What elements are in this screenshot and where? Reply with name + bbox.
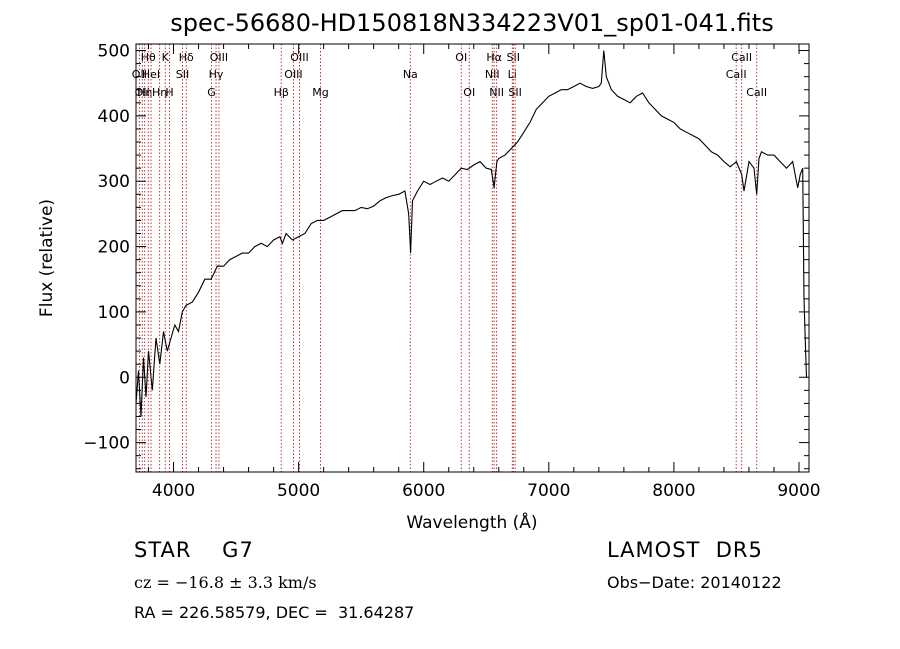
x-tick-label-4: 8000 bbox=[652, 481, 695, 501]
line-label-12: OIII bbox=[210, 51, 228, 64]
redshift-label: cz = −16.8 ± 3.3 km/s bbox=[134, 573, 317, 592]
axis-ticks: 4000 5000 6000 7000 8000 9000 −100 0 100 200 300 40… bbox=[83, 42, 820, 501]
line-label-8: SII bbox=[176, 68, 189, 81]
line-label-4: HeI bbox=[142, 68, 160, 81]
x-tick-label-1: 5000 bbox=[277, 481, 320, 501]
line-label-14: OIII bbox=[284, 68, 302, 81]
line-label-24: SII bbox=[507, 51, 520, 64]
survey-label: LAMOST DR5 bbox=[607, 538, 763, 562]
line-label-2: Hη bbox=[137, 86, 152, 99]
line-label-6: K bbox=[162, 51, 170, 64]
line-label-20: NII bbox=[485, 68, 500, 81]
y-tick-label-3: 200 bbox=[98, 238, 130, 258]
y-tick-label-4: 300 bbox=[98, 172, 130, 192]
x-tick-label-3: 7000 bbox=[527, 481, 570, 501]
x-tick-label-0: 4000 bbox=[152, 481, 195, 501]
line-label-7: H bbox=[165, 86, 173, 99]
line-label-26: CaII bbox=[726, 68, 747, 81]
line-label-3: Hθ bbox=[141, 51, 156, 64]
x-tick-label-5: 9000 bbox=[777, 481, 820, 501]
line-label-22: NII bbox=[489, 86, 504, 99]
y-tick-label-5: 400 bbox=[98, 107, 130, 127]
coordinates-label: RA = 226.58579, DEC = 31.64287 bbox=[134, 603, 415, 622]
line-label-13: Hβ bbox=[274, 86, 289, 99]
line-label-21: Hα bbox=[486, 51, 502, 64]
line-label-16: Mg bbox=[312, 86, 328, 99]
x-axis-label: Wavelength (Å) bbox=[406, 511, 537, 533]
y-axis-label: Flux (relative) bbox=[37, 199, 57, 317]
line-label-19: OI bbox=[463, 86, 475, 99]
object-class-label: STAR G7 bbox=[134, 538, 254, 562]
chart-title: spec-56680-HD150818N334223V01_sp01-041.f… bbox=[170, 9, 773, 37]
spectral-line-markers: OIIOIIHηHθHeIHηKHSIIHδGHγOIIIHβOIIIOIIIM… bbox=[132, 44, 767, 472]
obs-date-label: Obs−Date: 20140122 bbox=[607, 573, 782, 592]
line-label-28: CaII bbox=[746, 86, 767, 99]
line-label-15: OIII bbox=[290, 51, 308, 64]
y-tick-label-6: 500 bbox=[98, 42, 130, 62]
spectrum-series-line bbox=[135, 50, 808, 417]
line-label-18: OI bbox=[455, 51, 467, 64]
line-label-23: Li bbox=[508, 68, 517, 81]
y-tick-label-0: −100 bbox=[83, 434, 130, 454]
y-tick-label-1: 0 bbox=[119, 368, 130, 388]
x-tick-label-2: 6000 bbox=[402, 481, 445, 501]
plot-frame bbox=[135, 43, 810, 473]
line-label-27: CaII bbox=[731, 51, 752, 64]
line-label-9: Hδ bbox=[179, 51, 194, 64]
line-label-5: Hη bbox=[152, 86, 167, 99]
line-label-17: Na bbox=[403, 68, 418, 81]
spectrum-chart: OIIOIIHηHθHeIHηKHSIIHδGHγOIIIHβOIIIOIIIM… bbox=[37, 9, 821, 533]
line-label-10: G bbox=[207, 86, 216, 99]
line-label-11: Hγ bbox=[209, 68, 224, 81]
line-label-25: SII bbox=[508, 86, 521, 99]
y-tick-label-2: 100 bbox=[98, 303, 130, 323]
